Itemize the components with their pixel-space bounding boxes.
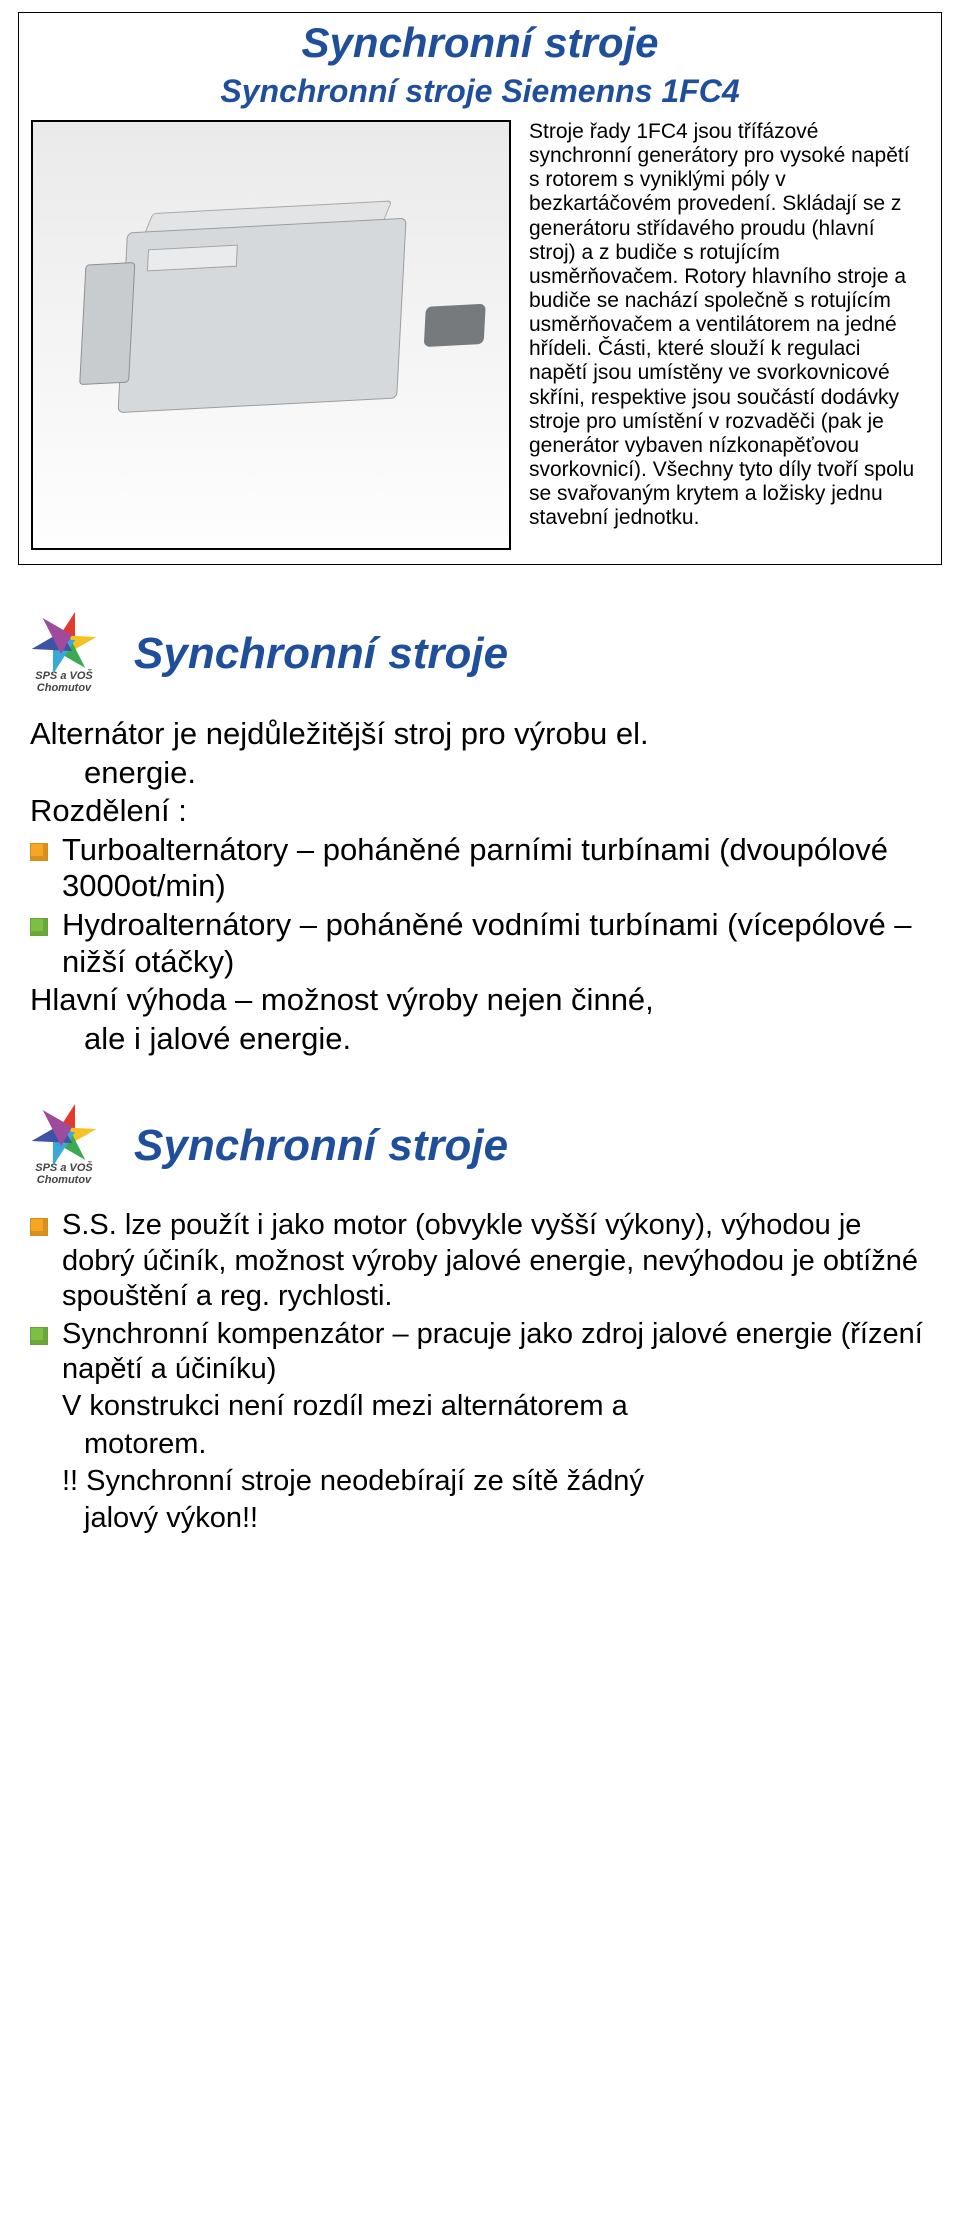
generator-photo [31, 120, 511, 550]
slide2-bullet-2-text: Hydroalternátory – poháněné vodními turb… [62, 907, 930, 980]
school-logo: SPŠ a VOŠ Chomutov [30, 1105, 98, 1186]
square-bullet-icon [30, 1327, 48, 1345]
logo-text: SPŠ a VOŠ Chomutov [35, 1163, 92, 1186]
slide2-bullet-2: Hydroalternátory – poháněné vodními turb… [30, 907, 930, 980]
slide3-header: SPŠ a VOŠ Chomutov Synchronní stroje [30, 1105, 930, 1186]
slide2-header: SPŠ a VOŠ Chomutov Synchronní stroje [30, 613, 930, 694]
slide1-title: Synchronní stroje [19, 19, 941, 67]
slide-siemens-1fc4: Synchronní stroje Synchronní stroje Siem… [18, 12, 942, 565]
slide2-title: Synchronní stroje [134, 629, 508, 679]
slide-alternator: SPŠ a VOŠ Chomutov Synchronní stroje Alt… [18, 613, 942, 1057]
slide3-p2: !! Synchronní stroje neodebírají ze sítě… [30, 1464, 930, 1499]
slide1-subtitle: Synchronní stroje Siemenns 1FC4 [19, 73, 941, 110]
slide3-bullet-1-text: S.S. lze použít i jako motor (obvykle vy… [62, 1208, 930, 1314]
slide2-tail1-indent: ale i jalové energie. [30, 1021, 930, 1058]
pinwheel-icon [30, 613, 98, 673]
slide3-p1-indent: motorem. [30, 1427, 930, 1462]
slide-motor-kompenzator: SPŠ a VOŠ Chomutov Synchronní stroje S.S… [18, 1105, 942, 1536]
square-bullet-icon [30, 1218, 48, 1236]
school-logo: SPŠ a VOŠ Chomutov [30, 613, 98, 694]
slide2-body: Alternátor je nejdůležitější stroj pro v… [30, 716, 930, 1057]
slide3-bullet-2: Synchronní kompenzátor – pracuje jako zd… [30, 1317, 930, 1388]
slide3-p1: V konstrukci není rozdíl mezi alternátor… [30, 1389, 930, 1424]
logo-line2: Chomutov [37, 682, 91, 694]
logo-line2: Chomutov [37, 1174, 91, 1186]
slide3-bullet-1: S.S. lze použít i jako motor (obvykle vy… [30, 1208, 930, 1314]
logo-text: SPŠ a VOŠ Chomutov [35, 671, 92, 694]
slide1-header: Synchronní stroje Synchronní stroje Siem… [19, 19, 941, 110]
slide3-title: Synchronní stroje [134, 1121, 508, 1171]
slide2-lead1-indent: energie. [30, 755, 930, 792]
slide1-body: Stroje řady 1FC4 jsou třífázové synchron… [19, 120, 941, 550]
slide3-body: S.S. lze použít i jako motor (obvykle vy… [30, 1208, 930, 1536]
slide2-bullet-1: Turboalternátory – poháněné parními turb… [30, 832, 930, 905]
square-bullet-icon [30, 918, 48, 936]
slide3-p2-indent: jalový výkon!! [30, 1501, 930, 1536]
slide2-bullet-1-text: Turboalternátory – poháněné parními turb… [62, 832, 930, 905]
generator-illustration [74, 184, 468, 485]
slide2-tail1: Hlavní výhoda – možnost výroby nejen čin… [30, 982, 930, 1019]
slide2-lead2: Rozdělení : [30, 793, 930, 830]
slide3-bullet-2-text: Synchronní kompenzátor – pracuje jako zd… [62, 1317, 930, 1388]
pinwheel-icon [30, 1105, 98, 1165]
slide2-lead1: Alternátor je nejdůležitější stroj pro v… [30, 716, 930, 753]
slide1-paragraph: Stroje řady 1FC4 jsou třífázové synchron… [529, 120, 929, 530]
square-bullet-icon [30, 843, 48, 861]
